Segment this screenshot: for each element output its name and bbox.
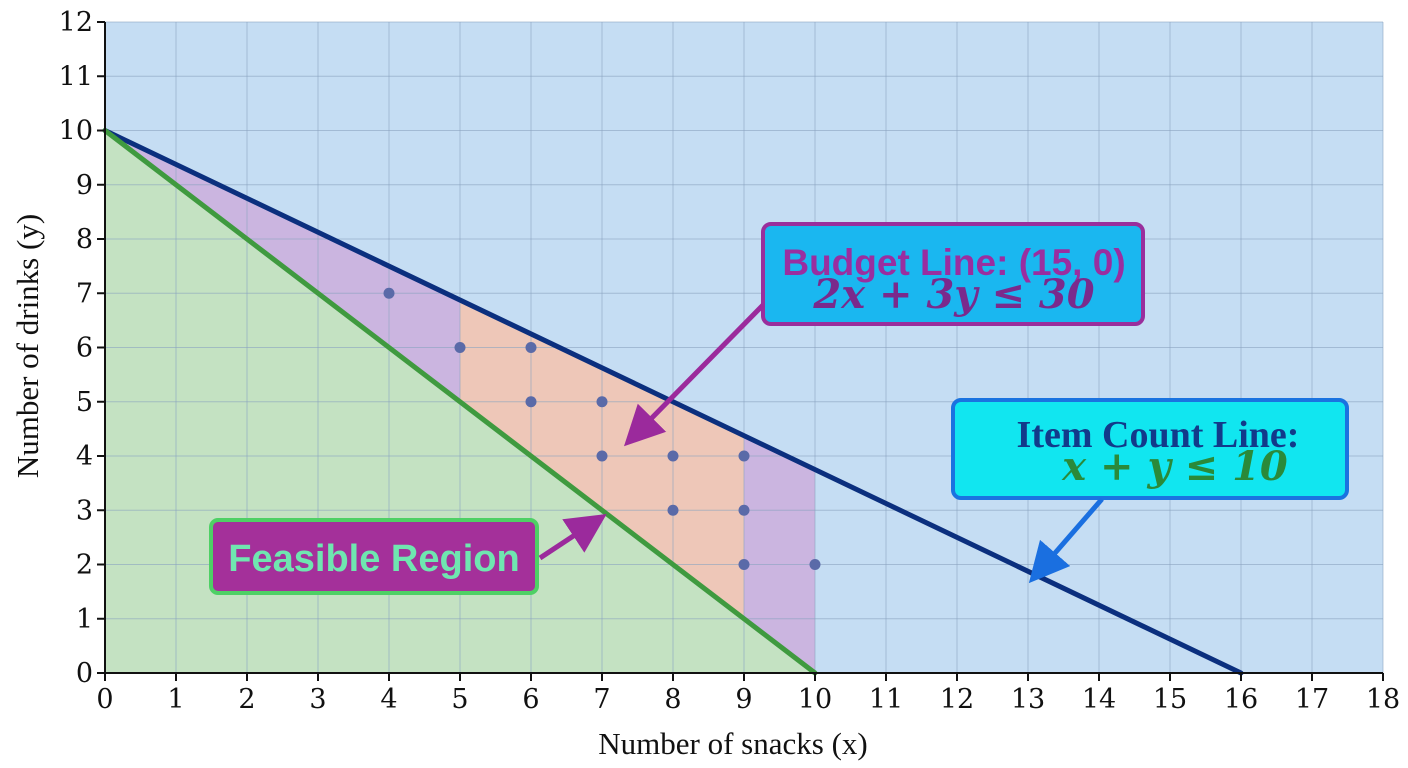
y-tick-label-5: 5 <box>76 387 93 418</box>
data-point-0 <box>383 287 395 299</box>
data-point-11 <box>809 559 821 570</box>
y-tick-label-4: 4 <box>76 441 93 472</box>
budget-line-box <box>761 222 1145 326</box>
item-count-line-expression: x + y ≤ 10 <box>1061 443 1288 490</box>
data-point-1 <box>454 342 466 353</box>
feasible-region-box <box>209 518 539 595</box>
data-point-9 <box>738 504 750 516</box>
x-tick-label-2: 2 <box>238 684 255 715</box>
y-tick-label-1: 1 <box>76 604 93 635</box>
x-tick-label-7: 7 <box>593 684 610 715</box>
y-tick-label-6: 6 <box>76 333 93 364</box>
y-axis-title: Number of drinks (y) <box>10 214 45 478</box>
y-tick-label-3: 3 <box>76 495 93 526</box>
x-tick-label-17: 17 <box>1295 684 1329 715</box>
x-tick-label-14: 14 <box>1082 684 1116 715</box>
item-count-line <box>102 128 818 676</box>
item-count-line-label: Item Count Line: <box>1017 414 1300 456</box>
item-count-line-annotation: Item Count Line: x + y ≤ 10 <box>951 398 1349 500</box>
x-tick-label-10: 10 <box>798 684 832 715</box>
x-tick-label-1: 1 <box>167 684 184 715</box>
x-tick-label-9: 9 <box>735 684 752 715</box>
y-tick-label-8: 8 <box>76 224 93 255</box>
feasible-region-label: Feasible Region <box>228 538 519 580</box>
budget-line-label: Budget Line: (15, 0) <box>782 242 1125 283</box>
y-tick-label-0: 0 <box>76 658 93 689</box>
y-tick-label-12: 12 <box>59 7 93 38</box>
x-tick-label-8: 8 <box>664 684 681 715</box>
budget-line-arrow <box>623 303 765 447</box>
item-count-line-arrow <box>1028 497 1104 584</box>
x-tick-label-5: 5 <box>451 684 468 715</box>
data-point-2 <box>525 342 537 353</box>
y-tick-label-2: 2 <box>76 550 93 581</box>
budget-line-expression: 2x + 3y ≤ 30 <box>812 271 1094 318</box>
x-tick-label-18: 18 <box>1366 684 1400 715</box>
x-tick-label-6: 6 <box>522 684 539 715</box>
x-tick-label-16: 16 <box>1224 684 1258 715</box>
data-point-5 <box>596 450 608 462</box>
feasible-region-arrow <box>538 513 607 561</box>
x-tick-label-13: 13 <box>1011 684 1045 715</box>
item-count-line-box <box>951 398 1349 500</box>
data-point-3 <box>525 396 537 408</box>
data-point-4 <box>596 396 608 408</box>
data-point-7 <box>738 450 750 462</box>
x-tick-label-12: 12 <box>940 684 974 715</box>
data-point-10 <box>738 559 750 570</box>
feasible-region-annotation: Feasible Region <box>209 518 539 595</box>
x-tick-label-15: 15 <box>1153 684 1187 715</box>
data-point-6 <box>667 450 679 462</box>
x-tick-label-3: 3 <box>309 684 326 715</box>
data-point-8 <box>667 504 679 516</box>
y-tick-label-9: 9 <box>76 170 93 201</box>
y-tick-label-10: 10 <box>59 116 93 147</box>
x-axis-title: Number of snacks (x) <box>598 726 867 761</box>
budget-line-annotation: Budget Line: (15, 0) 2x + 3y ≤ 30 <box>761 222 1145 326</box>
x-tick-label-4: 4 <box>380 684 397 715</box>
y-tick-label-11: 11 <box>59 61 93 92</box>
y-tick-label-7: 7 <box>76 278 93 309</box>
x-tick-label-0: 0 <box>96 684 113 715</box>
x-tick-label-11: 11 <box>869 684 903 715</box>
